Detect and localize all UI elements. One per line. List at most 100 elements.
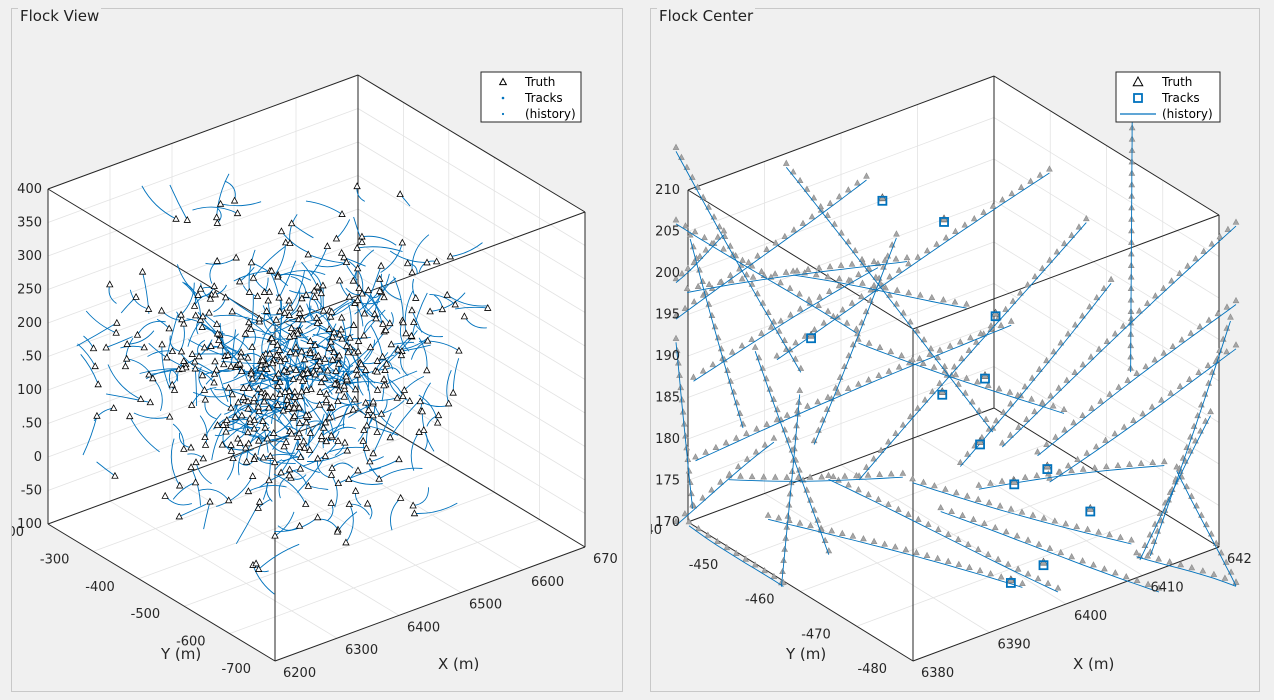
grid-line: [47, 376, 359, 491]
axis-box-edge: [274, 546, 586, 662]
truth-marker: [239, 393, 248, 401]
truth-marker: [972, 338, 980, 345]
truth-marker: [865, 264, 873, 271]
flock-view-chart[interactable]: 62006300640065006600670-700-600-500-400-…: [12, 9, 622, 691]
flock-center-panel: Flock Center 6380 6390 6400 6410 642 -480 -470…: [650, 8, 1260, 692]
truth-marker: [315, 400, 324, 408]
truth-marker: [230, 196, 239, 204]
history-trail: [326, 407, 348, 442]
truth-marker: [1015, 423, 1022, 430]
truth-marker: [930, 363, 938, 370]
truth-marker: [782, 159, 790, 166]
truth-marker: [870, 537, 878, 544]
truth-marker: [302, 411, 310, 419]
grid-line: [47, 108, 359, 223]
truth-marker: [292, 365, 300, 373]
truth-marker: [199, 312, 207, 320]
truth-marker: [1079, 361, 1087, 368]
truth-marker: [875, 371, 883, 379]
truth-marker: [849, 532, 857, 539]
truth-marker: [1018, 508, 1026, 515]
truth-marker: [997, 573, 1005, 580]
flock-center-chart[interactable]: 6380639064006410642-480-470-460-45044017…: [651, 9, 1259, 691]
truth-marker: [1135, 307, 1143, 314]
truth-marker: [826, 263, 834, 270]
truth-marker: [245, 318, 253, 326]
truth-marker: [109, 404, 118, 411]
truth-marker: [338, 210, 346, 217]
history-trail: [273, 242, 287, 277]
truth-marker: [319, 306, 328, 314]
history-trail: [204, 333, 239, 349]
history-trail: [261, 323, 275, 357]
history-trail: [776, 172, 1050, 361]
history-trail: [912, 482, 1132, 545]
truth-marker: [312, 313, 321, 321]
truth-marker: [906, 318, 914, 325]
truth-marker: [886, 291, 893, 298]
truth-marker: [895, 363, 903, 370]
truth-marker: [255, 436, 263, 444]
truth-marker: [295, 443, 304, 451]
truth-marker: [397, 351, 406, 359]
history-trail: [296, 455, 326, 493]
truth-marker: [359, 436, 367, 444]
truth-marker: [950, 363, 958, 370]
truth-marker: [1068, 466, 1075, 474]
truth-marker: [909, 475, 916, 482]
truth-marker: [683, 284, 691, 292]
truth-marker: [981, 519, 988, 527]
truth-marker: [843, 319, 851, 326]
truth-marker: [222, 427, 230, 435]
truth-marker: [354, 337, 363, 344]
truth-marker: [418, 407, 427, 415]
truth-marker: [211, 357, 219, 365]
truth-marker: [187, 401, 196, 408]
truth-marker: [748, 335, 756, 343]
x-tick-label: 6400: [1074, 609, 1107, 624]
truth-marker: [934, 554, 941, 561]
legend-entry: Truth: [524, 75, 555, 89]
truth-marker: [834, 389, 842, 396]
truth-marker: [303, 369, 312, 376]
truth-marker: [199, 454, 208, 462]
truth-marker: [274, 382, 282, 390]
history-trail: [133, 412, 170, 419]
truth-marker: [317, 378, 326, 386]
truth-marker: [1021, 383, 1029, 390]
truth-marker: [803, 185, 811, 192]
truth-marker: [672, 517, 680, 525]
truth-marker: [268, 334, 276, 342]
truth-marker: [369, 411, 377, 419]
history-trail: [289, 319, 333, 338]
truth-marker: [393, 393, 401, 401]
truth-marker: [704, 531, 712, 538]
truth-marker: [826, 287, 833, 294]
truth-marker: [1044, 579, 1052, 586]
axis-box-edge: [357, 409, 586, 548]
truth-marker: [332, 234, 341, 242]
truth-marker: [373, 367, 381, 375]
z-tick-label: 100: [17, 383, 42, 398]
truth-marker: [892, 255, 900, 262]
truth-marker: [337, 325, 345, 333]
grid-line: [357, 275, 586, 414]
truth-marker: [678, 270, 686, 277]
history-trail: [308, 254, 344, 264]
axis-box-edge: [993, 75, 1220, 216]
history-trail: [450, 242, 483, 258]
truth-marker: [178, 315, 186, 323]
truth-marker: [325, 413, 334, 421]
truth-marker: [1107, 275, 1115, 282]
truth-marker: [793, 267, 801, 274]
truth-marker: [406, 397, 414, 404]
truth-marker: [218, 440, 227, 448]
truth-marker: [373, 385, 382, 393]
truth-marker: [286, 239, 294, 246]
truth-marker: [824, 211, 831, 218]
history-trail: [331, 462, 354, 469]
truth-marker: [881, 256, 889, 263]
truth-marker: [207, 342, 215, 349]
truth-marker: [1019, 579, 1026, 586]
truth-marker: [227, 440, 235, 448]
